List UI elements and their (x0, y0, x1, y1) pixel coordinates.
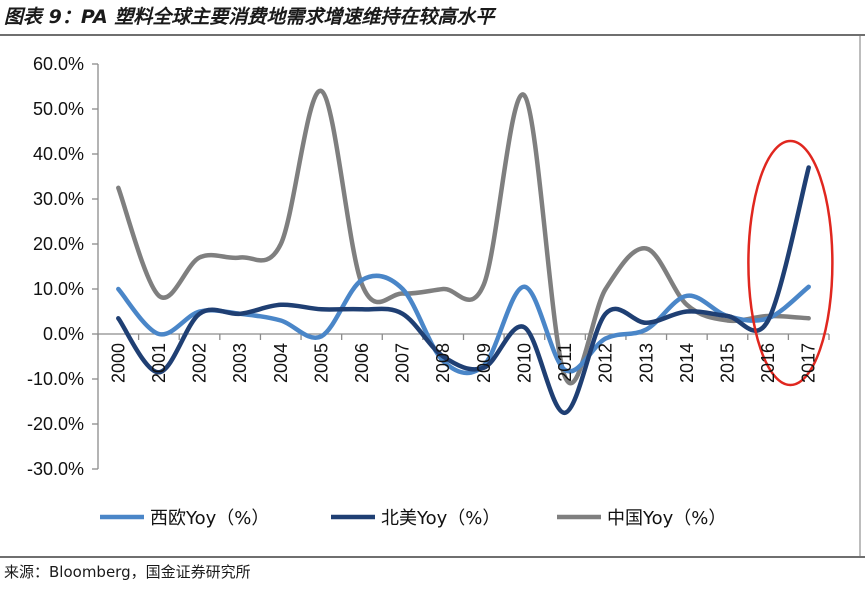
y-tick-label: -30.0% (27, 459, 84, 479)
x-tick-label: 2002 (190, 343, 210, 383)
x-tick-label: 2008 (433, 343, 453, 383)
source-note: 来源：Bloomberg，国金证券研究所 (4, 563, 251, 581)
x-tick-label: 2014 (677, 343, 697, 383)
legend-label: 西欧Yoy（%） (150, 508, 269, 529)
x-tick-label: 2005 (311, 343, 331, 383)
x-tick-label: 2001 (149, 343, 169, 383)
y-tick-label: 10.0% (33, 279, 84, 299)
x-tick-label: 2007 (393, 343, 413, 383)
x-tick-label: 2003 (230, 343, 250, 383)
y-tick-label: 0.0% (43, 324, 84, 344)
legend-item-china: 中国Yoy（%） (557, 508, 726, 529)
title-divider (0, 34, 865, 36)
series-line-north-america (116, 165, 811, 416)
right-border (859, 36, 861, 556)
series-line-china (116, 88, 811, 386)
y-tick-label: -20.0% (27, 414, 84, 434)
series-line-west-europe (116, 273, 811, 376)
x-tick-label: 2004 (271, 343, 291, 383)
y-tick-label: 20.0% (33, 234, 84, 254)
x-tick-label: 2006 (352, 343, 372, 383)
x-tick-label: 2000 (108, 343, 128, 383)
x-tick-label: 2013 (636, 343, 656, 383)
x-tick-label: 2011 (555, 343, 575, 382)
x-tick-label: 2016 (758, 343, 778, 383)
legend-item-north-america: 北美Yoy（%） (331, 508, 500, 529)
legend-label: 北美Yoy（%） (381, 508, 500, 529)
x-tick-label: 2017 (799, 343, 819, 383)
legend-item-west-europe: 西欧Yoy（%） (100, 508, 269, 529)
y-tick-label: 30.0% (33, 189, 84, 209)
x-tick-label: 2010 (514, 343, 534, 383)
y-tick-label: 60.0% (33, 54, 84, 74)
figure-title: 图表 9：PA 塑料全球主要消费地需求增速维持在较高水平 (4, 6, 495, 28)
y-tick-label: -10.0% (27, 369, 84, 389)
x-tick-label: 2015 (717, 343, 737, 383)
line-chart: 2000 2001 2002 2003 2004 2005 2006 2007 2008 2009… (27, 54, 834, 529)
x-tick-label: 2012 (596, 343, 616, 383)
x-tick-label: 2009 (474, 343, 494, 383)
bottom-divider (0, 556, 865, 558)
legend-label: 中国Yoy（%） (607, 508, 726, 529)
y-tick-label: 50.0% (33, 99, 84, 119)
highlight-ellipse (747, 139, 834, 387)
y-tick-label: 40.0% (33, 144, 84, 164)
